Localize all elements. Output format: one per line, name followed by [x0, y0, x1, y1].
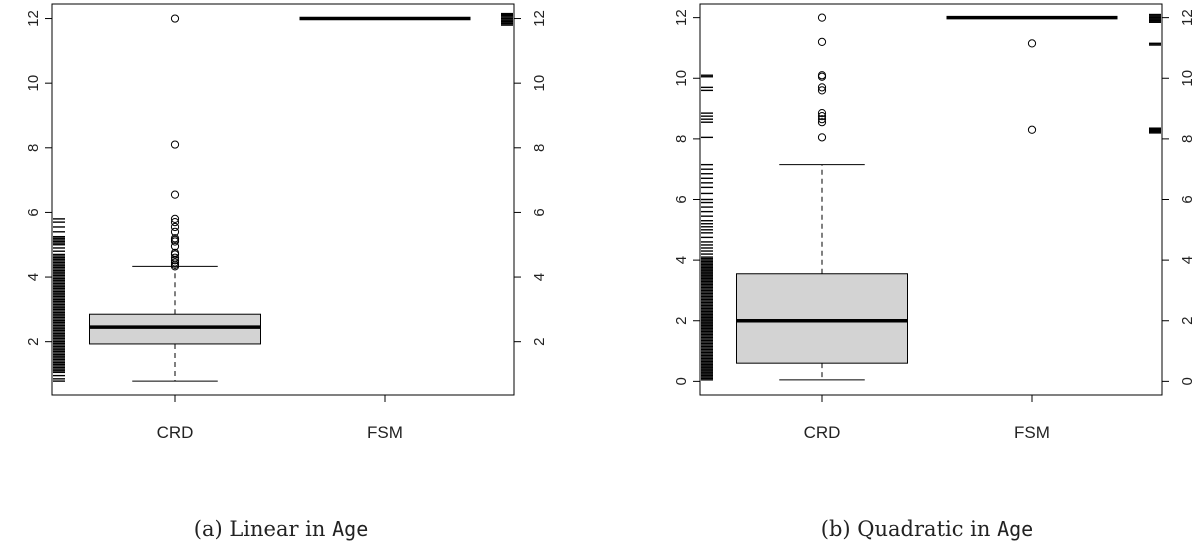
outlier-crd — [817, 118, 827, 127]
y-tick-label-left: 2 — [673, 317, 690, 325]
outlier-fsm — [1027, 39, 1037, 48]
y-tick-label-left: 8 — [673, 135, 690, 143]
panel-b: 0 2 4 6 8 10 12 0 2 4 6 8 10 12 CRD FSM (b) Quadratic in… — [673, 3, 1196, 541]
y-tick-label-left: 12 — [673, 9, 690, 26]
y-tick-label-left: 4 — [673, 256, 690, 264]
outlier-crd — [817, 83, 827, 92]
outlier-crd — [817, 109, 827, 118]
panel-caption: (b) Quadratic in Age — [821, 517, 1033, 541]
outlier-crd — [817, 37, 827, 46]
y-tick-label-right: 12 — [531, 10, 548, 27]
box-crd — [89, 313, 261, 345]
panel-a: 2 4 6 8 10 12 2 4 6 8 10 12 CRD FSM (a) Linear in Age — [25, 3, 548, 541]
plot-frame — [51, 3, 515, 396]
y-tick-label-left: 6 — [25, 208, 42, 216]
caption-code: Age — [332, 517, 368, 541]
x-tick-label-fsm: FSM — [367, 423, 403, 442]
caption-text: (b) Quadratic in — [821, 517, 997, 541]
outlier-crd — [817, 86, 827, 95]
y-tick-label-right: 4 — [531, 273, 548, 281]
outlier-crd — [170, 214, 180, 223]
x-tick-label-fsm: FSM — [1014, 423, 1050, 442]
y-tick-label-left: 12 — [25, 10, 42, 27]
x-tick-label-crd: CRD — [804, 423, 841, 442]
y-tick-label-right: 4 — [1179, 256, 1196, 264]
outlier-crd — [817, 13, 827, 22]
outlier-crd — [170, 140, 180, 149]
outlier-crd — [170, 190, 180, 199]
outlier-crd — [170, 258, 180, 267]
outlier-crd — [817, 133, 827, 142]
box-crd — [736, 273, 908, 364]
y-tick-label-left: 2 — [25, 338, 42, 346]
outlier-crd — [170, 218, 180, 227]
outlier-crd — [170, 14, 180, 23]
outlier-crd — [170, 253, 180, 262]
y-tick-label-right: 6 — [531, 208, 548, 216]
y-tick-label-left: 6 — [673, 195, 690, 203]
y-tick-label-left: 8 — [25, 144, 42, 152]
y-tick-label-right: 0 — [1179, 377, 1196, 385]
y-tick-label-right: 8 — [1179, 135, 1196, 143]
x-tick-label-crd: CRD — [157, 423, 194, 442]
y-tick-label-right: 10 — [1179, 70, 1196, 87]
y-tick-label-right: 12 — [1179, 9, 1196, 26]
y-tick-label-left: 0 — [673, 377, 690, 385]
outlier-crd — [817, 112, 827, 121]
caption-code: Age — [997, 517, 1033, 541]
panel-caption: (a) Linear in Age — [194, 517, 368, 541]
y-tick-label-right: 2 — [531, 338, 548, 346]
outlier-crd — [170, 227, 180, 236]
outlier-crd — [817, 71, 827, 80]
outlier-crd — [170, 234, 180, 243]
outlier-crd — [170, 222, 180, 232]
y-tick-label-right: 2 — [1179, 317, 1196, 325]
outlier-fsm — [1027, 125, 1037, 134]
y-tick-label-left: 10 — [673, 70, 690, 87]
y-tick-label-right: 10 — [531, 75, 548, 92]
outlier-crd — [170, 248, 180, 257]
outlier-crd — [170, 242, 180, 251]
y-tick-label-right: 8 — [531, 144, 548, 152]
caption-text: (a) Linear in — [194, 517, 332, 541]
y-tick-label-left: 10 — [25, 75, 42, 92]
y-tick-label-left: 4 — [25, 273, 42, 281]
outlier-crd — [817, 115, 827, 124]
y-tick-label-right: 6 — [1179, 195, 1196, 203]
